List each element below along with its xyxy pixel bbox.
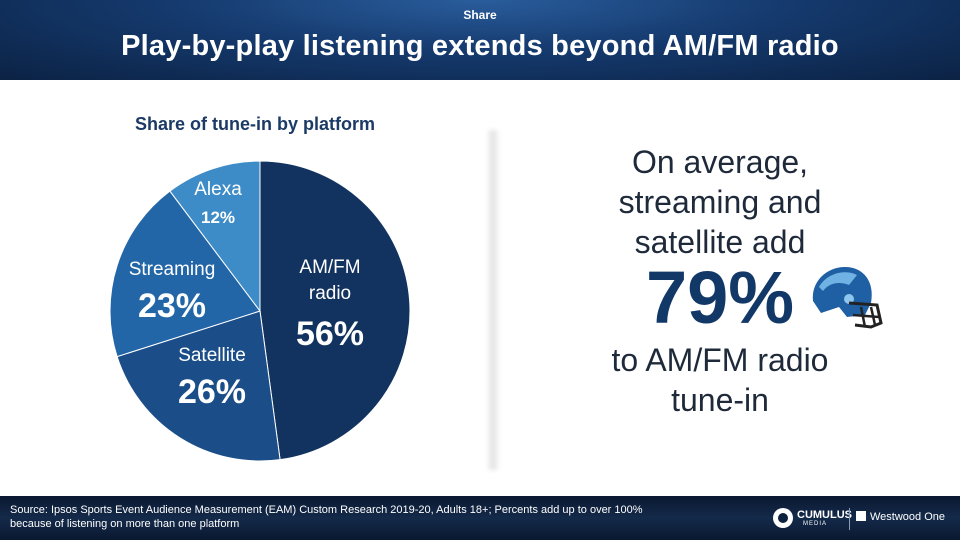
divider-shadow bbox=[486, 130, 500, 470]
source-line-2: because of listening on more than one pl… bbox=[10, 518, 240, 530]
slice-value-streaming: 23% bbox=[138, 287, 206, 325]
footer-bar bbox=[0, 496, 960, 540]
pie-chart: AM/FM radio 56% Satellite 26% Streaming 23% Ale… bbox=[109, 160, 411, 462]
pie-slice-streaming bbox=[109, 190, 261, 358]
source-note: Source: Ipsos Sports Event Audience Meas… bbox=[10, 503, 690, 531]
callout-bottom-text: to AM/FM radio tune-in bbox=[575, 340, 865, 420]
pie-slice-satellite bbox=[116, 310, 281, 462]
slice-label-streaming: Streaming bbox=[129, 259, 216, 280]
callout-line-1: On average, bbox=[631, 144, 809, 180]
slice-value-am-fm-radio: 56% bbox=[296, 315, 364, 353]
slice-value-satellite: 26% bbox=[178, 373, 246, 411]
slice-label-satellite: Satellite bbox=[178, 345, 246, 366]
callout-line-3: satellite add bbox=[634, 224, 806, 260]
callout-line-5: tune-in bbox=[671, 382, 769, 418]
slide-title: Play-by-play listening extends beyond AM… bbox=[121, 30, 839, 62]
football-helmet-icon bbox=[812, 267, 883, 329]
pie-slice-am-fm-radio bbox=[259, 160, 411, 461]
logo-separator bbox=[849, 508, 850, 530]
header-banner bbox=[0, 0, 960, 80]
callout-line-4: to AM/FM radio bbox=[611, 342, 829, 378]
slice-label-alexa: Alexa bbox=[194, 179, 242, 200]
cumulus-logo-icon bbox=[773, 508, 793, 528]
westwood-one-icon bbox=[856, 511, 866, 521]
callout-big-value: 79% bbox=[645, 256, 795, 339]
cumulus-logo-word: CUMULUS bbox=[797, 509, 852, 521]
slice-label-am-fm-radio: radio bbox=[309, 283, 351, 304]
section-kicker: Share bbox=[463, 8, 497, 22]
callout-top-text: On average, streaming and satellite add bbox=[575, 142, 865, 262]
source-line-1: Source: Ipsos Sports Event Audience Meas… bbox=[10, 504, 643, 516]
cumulus-logo: CUMULUS MEDIA bbox=[773, 506, 852, 530]
slice-value-alexa: 12% bbox=[201, 208, 235, 227]
cumulus-logo-sub: MEDIA bbox=[803, 521, 828, 527]
callout-line-2: streaming and bbox=[618, 184, 822, 220]
chart-title: Share of tune-in by platform bbox=[134, 114, 375, 134]
westwood-one-logo: Westwood One bbox=[856, 511, 945, 523]
westwood-one-label: Westwood One bbox=[870, 511, 946, 523]
slice-label-am-fm-radio: AM/FM bbox=[299, 257, 360, 278]
pie-slice-alexa bbox=[169, 160, 261, 313]
